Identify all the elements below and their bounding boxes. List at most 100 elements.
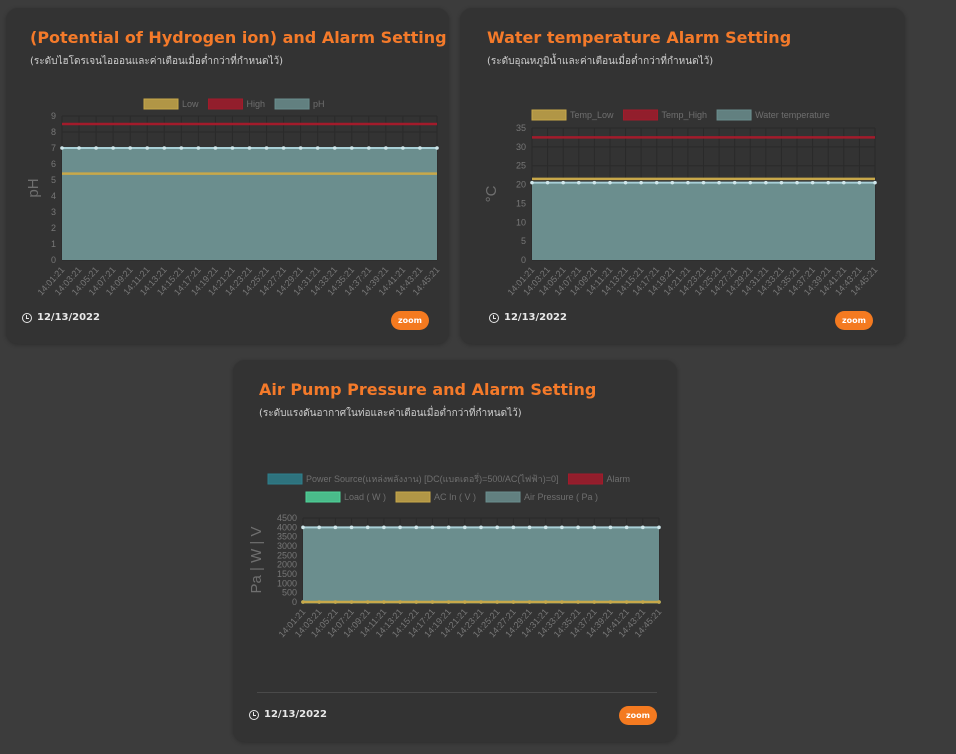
y-tick-label: 4: [51, 191, 56, 201]
data-point: [624, 525, 629, 530]
data-point: [826, 180, 831, 185]
legend-label: Low: [182, 99, 199, 109]
data-point: [446, 525, 451, 530]
legend-label: Alarm: [606, 474, 630, 484]
data-point: [495, 525, 499, 530]
area-series: [62, 148, 437, 260]
data-point: [530, 180, 534, 185]
legend-swatch: [531, 109, 567, 121]
temp-date: 12/13/2022: [504, 312, 567, 323]
data-point: [654, 180, 659, 185]
data-point: [384, 146, 388, 150]
area-series: [303, 527, 659, 602]
area-series: [532, 182, 875, 260]
data-point: [414, 600, 419, 604]
data-point: [842, 180, 846, 185]
data-point: [281, 146, 286, 150]
data-point: [333, 600, 338, 604]
data-point: [592, 180, 597, 185]
y-tick-label: 30: [516, 142, 526, 152]
y-tick-label: 5: [521, 236, 526, 246]
data-point: [463, 600, 467, 604]
ph-card-subtitle: (ระดับไฮโดรเจนไอออนและค่าเตือนเมื่อต่ำกว…: [30, 56, 283, 67]
data-point: [857, 180, 862, 185]
data-point: [479, 600, 483, 604]
y-tick-label: 2000: [277, 560, 297, 570]
legend-swatch: [267, 473, 303, 485]
data-point: [576, 600, 580, 604]
legend-swatch: [395, 491, 431, 503]
legend-swatch: [143, 98, 179, 110]
data-point: [545, 180, 550, 185]
temp-zoom-button[interactable]: zoom: [835, 311, 873, 330]
legend-label: Temp_Low: [570, 110, 614, 120]
data-point: [398, 525, 402, 530]
y-tick-label: 35: [516, 123, 526, 133]
data-point: [94, 146, 98, 150]
data-point: [641, 525, 645, 530]
y-tick-label: 1: [51, 239, 56, 249]
y-axis-label: pH: [25, 178, 42, 197]
y-tick-label: 10: [516, 217, 526, 227]
temp-card: Water temperature Alarm Setting (ระดับอุ…: [460, 8, 905, 344]
data-point: [624, 600, 629, 604]
data-point: [779, 180, 784, 185]
data-point: [77, 146, 81, 150]
ph-zoom-button[interactable]: zoom: [391, 311, 429, 330]
data-point: [317, 525, 321, 530]
data-point: [315, 146, 320, 150]
data-point: [511, 600, 516, 604]
y-tick-label: 15: [516, 198, 526, 208]
data-point: [608, 180, 612, 185]
legend-label: pH: [313, 99, 325, 109]
temp-date-row: 12/13/2022: [489, 312, 567, 323]
y-tick-label: 8: [51, 127, 56, 137]
air-date: 12/13/2022: [264, 709, 327, 720]
data-point: [576, 180, 581, 185]
data-point: [527, 525, 532, 530]
ph-card: (Potential of Hydrogen ion) and Alarm Se…: [6, 8, 449, 344]
legend-label: AC In ( V ): [434, 492, 476, 502]
history-icon: [249, 709, 259, 720]
temp-card-title: Water temperature Alarm Setting: [487, 28, 792, 47]
y-tick-label: 25: [516, 161, 526, 171]
y-tick-label: 1500: [277, 569, 297, 579]
y-tick-label: 3: [51, 207, 56, 217]
legend-swatch: [305, 491, 341, 503]
data-point: [367, 146, 371, 150]
data-point: [764, 180, 768, 185]
data-point: [701, 180, 706, 185]
data-point: [435, 146, 439, 150]
data-point: [608, 525, 613, 530]
air-zoom-button[interactable]: zoom: [619, 706, 657, 725]
data-point: [430, 600, 435, 604]
data-point: [264, 146, 269, 150]
history-icon: [22, 312, 32, 323]
y-tick-label: 6: [51, 159, 56, 169]
data-point: [527, 600, 532, 604]
data-point: [748, 180, 753, 185]
data-point: [670, 180, 675, 185]
y-axis-label: °C: [483, 185, 500, 202]
temp-card-subtitle: (ระดับอุณหภูมิน้ำและค่าเตือนเมื่อต่ำกว่า…: [487, 56, 714, 67]
y-tick-label: 1000: [277, 578, 297, 588]
y-tick-label: 20: [516, 180, 526, 190]
air-chart: Power Source(แหล่งพลังงาน) [DC(แบตเตอรี่…: [248, 472, 663, 639]
data-point: [230, 146, 235, 150]
data-point: [196, 146, 201, 150]
y-tick-label: 4500: [277, 513, 297, 523]
data-point: [686, 180, 690, 185]
y-tick-label: 0: [51, 255, 56, 265]
data-point: [608, 600, 613, 604]
data-point: [623, 180, 628, 185]
y-tick-label: 9: [51, 111, 56, 121]
data-point: [145, 146, 150, 150]
data-point: [298, 146, 303, 150]
data-point: [301, 525, 305, 530]
y-tick-label: 0: [292, 597, 297, 607]
card-divider: [257, 692, 657, 693]
data-point: [179, 146, 184, 150]
ph-card-title: (Potential of Hydrogen ion) and Alarm Se…: [30, 28, 447, 47]
data-point: [495, 600, 499, 604]
data-point: [349, 525, 354, 530]
